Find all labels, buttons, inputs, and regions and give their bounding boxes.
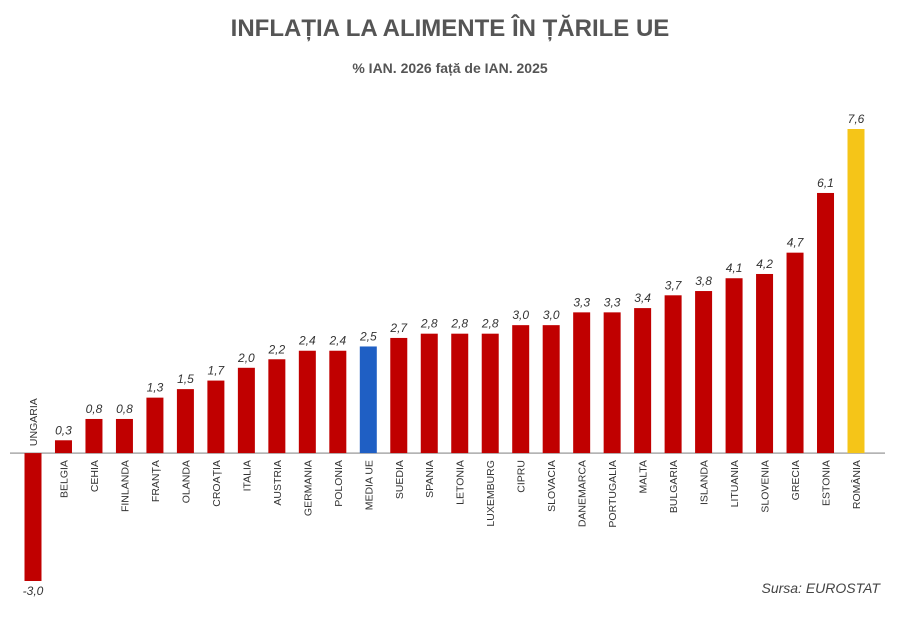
- value-label: 2,4: [298, 334, 316, 348]
- x-tick-label: MALTA: [638, 460, 650, 493]
- bar: [634, 308, 652, 454]
- x-tick-label: CIPRU: [516, 460, 528, 493]
- bar: [817, 192, 835, 454]
- x-tick-label: DANEMARCA: [577, 460, 589, 527]
- x-tick-label: ISLANDA: [699, 460, 711, 505]
- value-label: 0,8: [86, 402, 103, 416]
- value-label: 1,3: [147, 381, 164, 395]
- bar: [24, 453, 42, 581]
- value-label: 4,2: [756, 257, 773, 271]
- x-tick-label: ITALIA: [241, 460, 253, 491]
- x-tick-label: BULGARIA: [668, 460, 680, 513]
- bar: [146, 397, 164, 454]
- value-label: 2,4: [328, 334, 346, 348]
- bar: [481, 333, 499, 454]
- bar: [725, 278, 743, 454]
- x-tick-label: SUEDIA: [394, 460, 406, 499]
- bar: [298, 350, 316, 454]
- chart-subtitle: % IAN. 2026 față de IAN. 2025: [352, 60, 548, 76]
- bar: [573, 312, 591, 454]
- value-label: 2,8: [481, 317, 499, 331]
- x-tick-label: ESTONIA: [821, 460, 833, 506]
- bar: [756, 273, 774, 454]
- x-tick-label: SPANIA: [424, 460, 436, 498]
- bar: [115, 418, 133, 454]
- x-tick-label: CEHIA: [89, 460, 101, 492]
- value-label: 2,0: [237, 351, 255, 365]
- x-tick-label: LITUANIA: [729, 460, 741, 507]
- chart-title: INFLAȚIA LA ALIMENTE ÎN ȚĂRILE UE: [231, 14, 670, 42]
- x-tick-label: POLONIA: [333, 460, 345, 507]
- value-label: -3,0: [23, 584, 44, 598]
- bar: [390, 337, 408, 454]
- value-label: 3,4: [634, 291, 651, 305]
- value-label: 3,0: [512, 308, 529, 322]
- value-label: 2,8: [450, 317, 468, 331]
- value-label: 4,1: [726, 261, 743, 275]
- bar: [268, 359, 286, 454]
- x-tick-label: FINLANDA: [119, 460, 131, 512]
- value-label: 2,5: [359, 329, 377, 343]
- bar: [54, 440, 72, 454]
- value-label: 3,8: [695, 274, 712, 288]
- bar: [329, 350, 347, 454]
- x-tick-label: GRECIA: [790, 460, 802, 500]
- x-tick-label: FRANȚA: [150, 460, 162, 502]
- bar: [85, 418, 103, 454]
- bar: [451, 333, 469, 454]
- value-label: 3,3: [604, 295, 621, 309]
- bar: [420, 333, 438, 454]
- value-label: 6,1: [817, 176, 834, 190]
- value-label: 0,3: [55, 423, 72, 437]
- value-label: 0,8: [116, 402, 133, 416]
- x-tick-label: BELGIA: [58, 460, 70, 498]
- bar: [237, 367, 255, 454]
- source: Sursa: EUROSTAT: [761, 580, 881, 596]
- x-tick-label: SLOVENIA: [760, 460, 772, 513]
- value-label: 2,7: [389, 321, 408, 335]
- x-tick-label: LUXEMBURG: [485, 460, 497, 527]
- value-label: 7,6: [848, 112, 865, 126]
- value-label: 2,8: [420, 317, 438, 331]
- value-label: 4,7: [787, 236, 805, 250]
- bar: [207, 380, 225, 454]
- bar: [695, 291, 713, 454]
- bar: [786, 252, 804, 454]
- value-label: 3,3: [573, 295, 590, 309]
- value-label: 2,2: [268, 342, 286, 356]
- bar: [847, 129, 865, 454]
- x-tick-label: AUSTRIA: [272, 460, 284, 506]
- x-tick-label: CROAȚIA: [211, 460, 223, 507]
- bar: [664, 295, 682, 454]
- bar: [603, 312, 621, 454]
- bar: [512, 325, 530, 454]
- bar: [542, 325, 560, 454]
- x-tick-label: GERMANIA: [302, 460, 314, 516]
- x-tick-label: SLOVACIA: [546, 460, 558, 512]
- x-tick-label: OLANDA: [180, 460, 192, 503]
- x-tick-label: PORTUGALIA: [607, 460, 619, 527]
- value-label: 1,5: [177, 372, 194, 386]
- x-tick-label: ROMÂNIA: [850, 460, 863, 509]
- bar: [359, 346, 377, 454]
- bar: [176, 389, 194, 454]
- value-label: 1,7: [208, 364, 226, 378]
- x-tick-label: MEDIA UE: [363, 460, 375, 510]
- value-label: 3,0: [543, 308, 560, 322]
- value-label: 3,7: [665, 278, 683, 292]
- x-tick-label: LETONIA: [455, 460, 467, 505]
- x-tick-label: UNGARIA: [28, 398, 40, 446]
